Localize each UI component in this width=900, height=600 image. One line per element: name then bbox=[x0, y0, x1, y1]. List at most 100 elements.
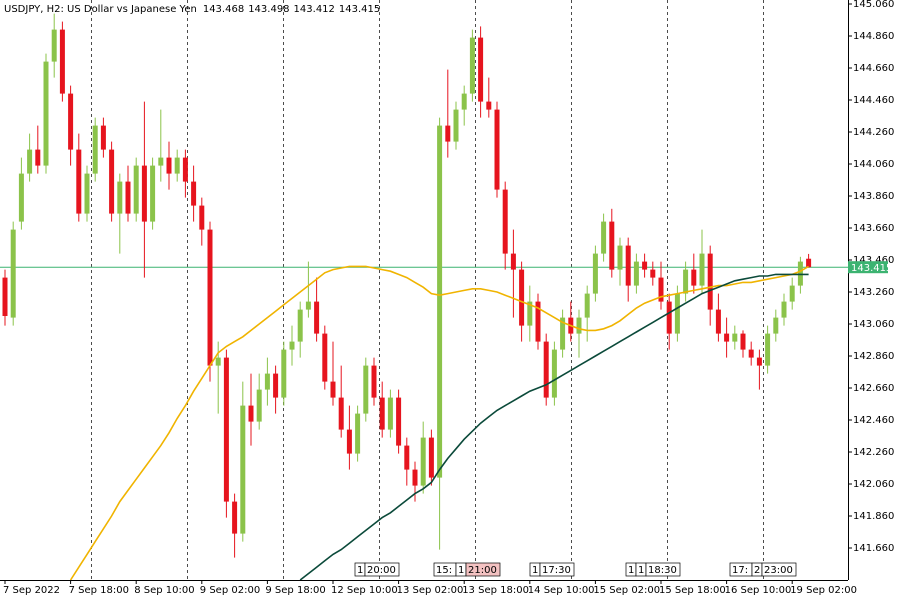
candle-body bbox=[51, 29, 57, 62]
event-label: 2 bbox=[754, 565, 760, 576]
event-box bbox=[539, 562, 575, 577]
candle-body bbox=[543, 341, 549, 398]
event-label: 1 bbox=[357, 565, 363, 576]
candle-body bbox=[715, 309, 721, 334]
x-tick-label: 13 Sep 02:00 bbox=[397, 585, 464, 596]
event-label: 1 bbox=[458, 565, 464, 576]
candle-body bbox=[461, 93, 467, 110]
y-tick-label: 145.060 bbox=[853, 0, 894, 10]
candle-body bbox=[27, 149, 33, 174]
event-box bbox=[465, 562, 501, 577]
event-label: 18:30 bbox=[648, 565, 677, 576]
candle-body bbox=[691, 269, 697, 286]
candle-body bbox=[674, 293, 680, 334]
moving-average bbox=[299, 273, 809, 581]
event-label: 20:00 bbox=[367, 565, 396, 576]
candle-body bbox=[174, 157, 180, 174]
y-tick-label: 143.860 bbox=[853, 191, 894, 202]
candle-body bbox=[650, 269, 656, 278]
y-tick-label: 142.060 bbox=[853, 479, 894, 490]
candle-body bbox=[478, 37, 484, 102]
candle-body bbox=[765, 333, 771, 366]
y-tick-label: 142.860 bbox=[853, 351, 894, 362]
y-tick-label: 143.660 bbox=[853, 223, 894, 234]
candle-body bbox=[322, 333, 328, 382]
candle-body bbox=[281, 349, 287, 398]
candle-body bbox=[756, 357, 762, 366]
candle-body bbox=[379, 397, 385, 430]
candle-body bbox=[445, 125, 451, 142]
candle-body bbox=[633, 261, 639, 286]
candle-body bbox=[576, 317, 582, 334]
y-tick-label: 144.460 bbox=[853, 95, 894, 106]
candle-body bbox=[740, 333, 746, 350]
price-label-box bbox=[848, 261, 888, 274]
y-tick-label: 144.660 bbox=[853, 63, 894, 74]
candle-body bbox=[273, 373, 279, 398]
candle-body bbox=[314, 301, 320, 334]
candle-body bbox=[789, 285, 795, 302]
candle-body bbox=[35, 149, 41, 166]
candle-body bbox=[625, 245, 631, 286]
x-tick-label: 13 Sep 18:00 bbox=[462, 585, 529, 596]
candle-body bbox=[199, 205, 205, 230]
candle-body bbox=[10, 229, 16, 318]
candle-body bbox=[396, 397, 402, 446]
candle-body bbox=[133, 165, 139, 214]
low-value: 143.412 bbox=[294, 4, 335, 15]
candle-body bbox=[232, 501, 238, 534]
candle-body bbox=[560, 317, 566, 350]
x-tick-label: 15 Sep 18:00 bbox=[659, 585, 726, 596]
candle-body bbox=[158, 157, 164, 166]
candle-body bbox=[707, 253, 713, 310]
candle-body bbox=[510, 253, 516, 270]
moving-average bbox=[69, 265, 810, 581]
candle-body bbox=[428, 437, 434, 478]
candle-body bbox=[166, 157, 172, 174]
y-tick-label: 142.460 bbox=[853, 415, 894, 426]
x-tick-label: 9 Sep 18:00 bbox=[265, 585, 325, 596]
candle-body bbox=[191, 181, 197, 206]
candle-body bbox=[100, 125, 106, 150]
candle-body bbox=[215, 357, 221, 366]
candle-body bbox=[256, 389, 262, 422]
event-label: 17: bbox=[732, 565, 748, 576]
y-tick-label: 144.060 bbox=[853, 159, 894, 170]
candle-body bbox=[125, 181, 131, 214]
candle-body bbox=[486, 101, 492, 110]
candle-body bbox=[527, 301, 533, 326]
day-separators bbox=[91, 0, 764, 580]
candle-body bbox=[330, 381, 336, 398]
event-label: 1 bbox=[638, 565, 644, 576]
candle-body bbox=[363, 365, 369, 414]
x-tick-label: 9 Sep 02:00 bbox=[200, 585, 260, 596]
candle-body bbox=[207, 229, 213, 366]
event-box bbox=[761, 562, 797, 577]
open-value: 143.468 bbox=[203, 4, 244, 15]
candle-body bbox=[150, 165, 156, 222]
candle-body bbox=[609, 221, 615, 270]
event-label: 15: bbox=[436, 565, 452, 576]
x-tick-label: 16 Sep 10:00 bbox=[725, 585, 792, 596]
y-tick-label: 143.460 bbox=[853, 255, 894, 266]
event-label: 21:00 bbox=[468, 565, 497, 576]
x-tick-label: 14 Sep 10:00 bbox=[528, 585, 595, 596]
event-box bbox=[645, 562, 681, 577]
candle-body bbox=[387, 397, 393, 430]
candle-body bbox=[453, 109, 459, 142]
candle-body bbox=[781, 301, 787, 318]
candle-body bbox=[551, 349, 557, 398]
x-tick-label: 12 Sep 10:00 bbox=[331, 585, 398, 596]
close-value: 143.415 bbox=[339, 4, 380, 15]
candle-body bbox=[806, 258, 812, 268]
candle-body bbox=[84, 173, 90, 214]
candle-body bbox=[289, 341, 295, 350]
candle-body bbox=[535, 301, 541, 342]
event-label: 17:30 bbox=[542, 565, 571, 576]
x-tick-label: 7 Sep 18:00 bbox=[69, 585, 129, 596]
y-tick-label: 142.660 bbox=[853, 383, 894, 394]
event-label: 23:00 bbox=[764, 565, 793, 576]
candle-body bbox=[141, 165, 147, 222]
price-label: 143.415 bbox=[851, 263, 892, 274]
candle-body bbox=[699, 253, 705, 286]
